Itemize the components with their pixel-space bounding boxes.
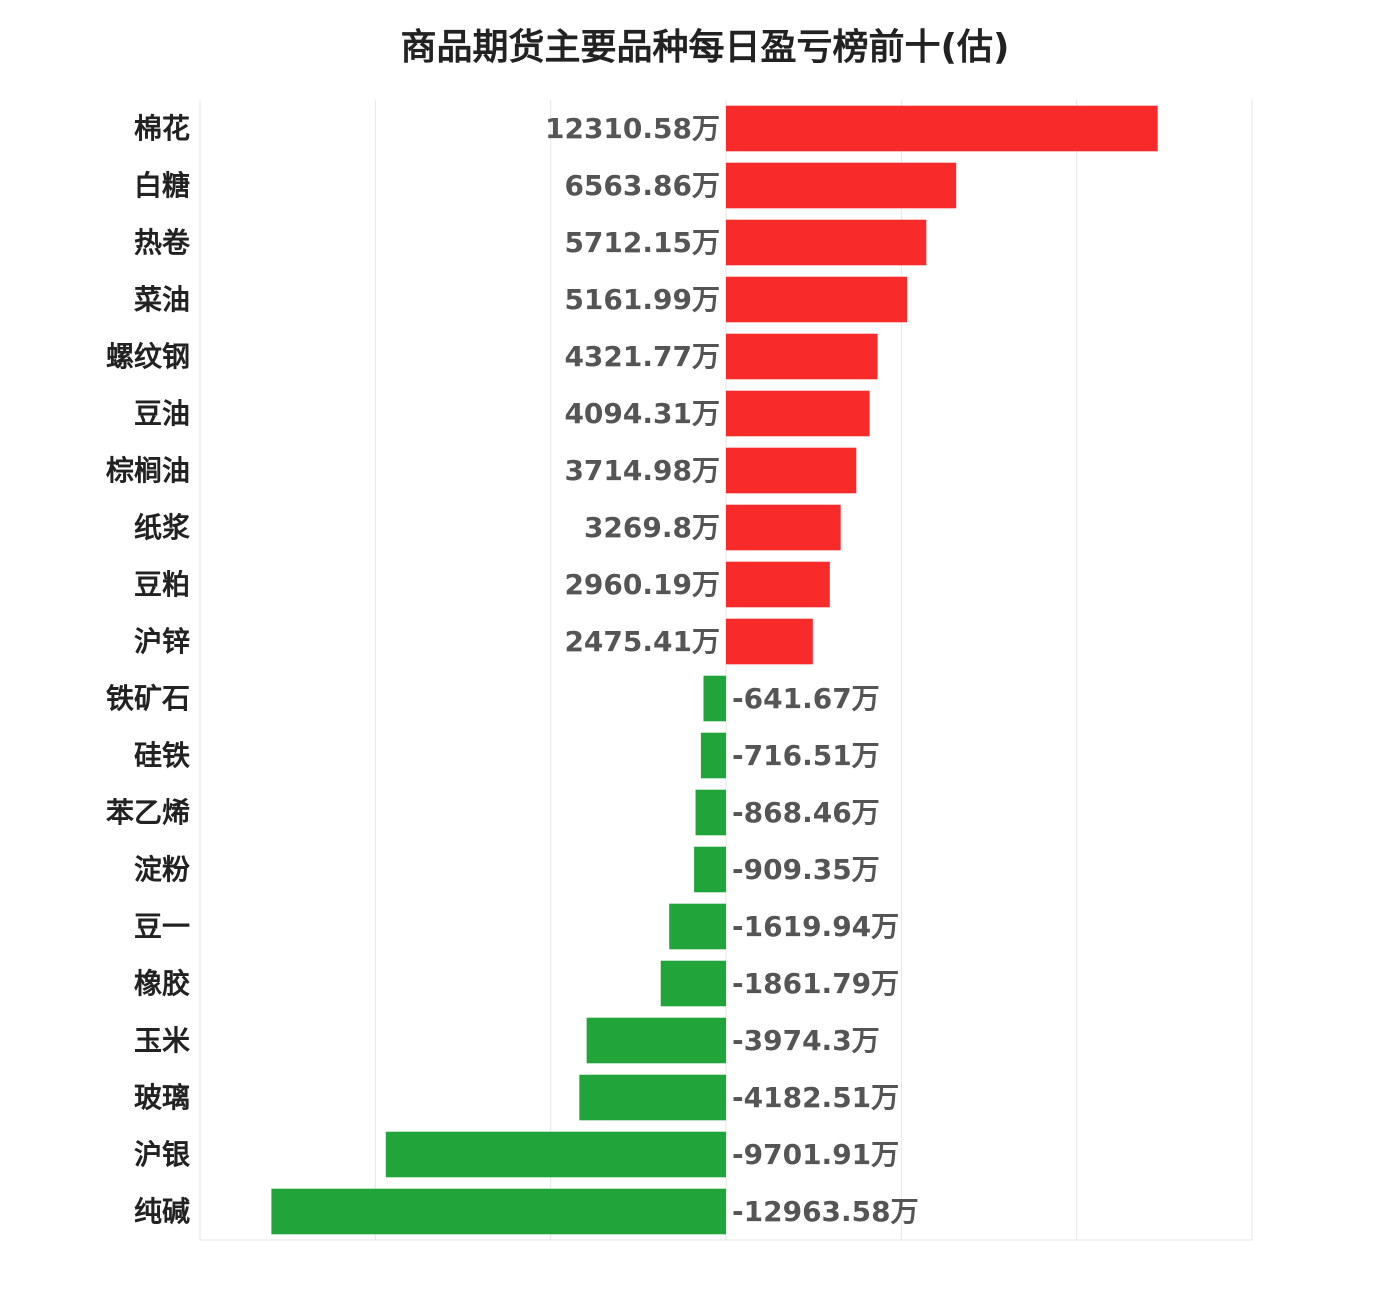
data-label: -12963.58万 xyxy=(732,1195,919,1228)
category-label: 棉花 xyxy=(134,112,190,145)
bar xyxy=(695,789,726,836)
data-label: 4321.77万 xyxy=(564,340,720,373)
category-label: 沪银 xyxy=(134,1138,191,1171)
bar xyxy=(726,276,908,323)
category-labels: 棉花白糖热卷菜油螺纹钢豆油棕榈油纸浆豆粕沪锌铁矿石硅铁苯乙烯淀粉豆一橡胶玉米玻璃… xyxy=(105,112,191,1228)
category-label: 玉米 xyxy=(134,1024,190,1057)
data-label: 12310.58万 xyxy=(545,112,720,145)
category-label: 纸浆 xyxy=(134,511,191,544)
category-label: 橡胶 xyxy=(134,967,190,1000)
bar xyxy=(579,1074,726,1121)
bar xyxy=(726,219,927,266)
data-label: -909.35万 xyxy=(732,853,880,886)
data-label: 2475.41万 xyxy=(564,625,720,658)
category-label: 热卷 xyxy=(134,226,191,259)
category-label: 菜油 xyxy=(134,283,190,316)
category-label: 棕榈油 xyxy=(106,454,190,487)
data-label: -716.51万 xyxy=(732,739,880,772)
data-label: 5712.15万 xyxy=(564,226,720,259)
category-label: 白糖 xyxy=(134,169,190,202)
data-labels: 12310.58万 6563.86万 5712.15万 5161.99万 4321.77… xyxy=(545,112,919,1228)
data-label: -9701.91万 xyxy=(732,1138,899,1171)
bar xyxy=(726,561,830,608)
bar xyxy=(726,333,878,380)
data-label: -1619.94万 xyxy=(732,910,899,943)
bar xyxy=(726,447,857,494)
category-label: 豆油 xyxy=(134,397,190,430)
bar xyxy=(703,675,726,722)
category-label: 淀粉 xyxy=(134,853,190,886)
bar xyxy=(385,1131,726,1178)
bar xyxy=(726,618,813,665)
category-label: 硅铁 xyxy=(134,739,190,772)
category-label: 沪锌 xyxy=(134,625,190,658)
bars xyxy=(271,105,1158,1235)
grid-lines xyxy=(199,100,1253,1241)
bar xyxy=(726,162,957,209)
data-label: 5161.99万 xyxy=(564,283,720,316)
category-label: 螺纹钢 xyxy=(106,340,190,373)
chart-title: 商品期货主要品种每日盈亏榜前十(估) xyxy=(400,27,1010,68)
bar xyxy=(586,1017,726,1064)
category-label: 苯乙烯 xyxy=(105,796,190,829)
category-label: 铁矿石 xyxy=(106,682,190,715)
bar xyxy=(271,1188,726,1235)
bar xyxy=(660,960,726,1007)
category-label: 豆一 xyxy=(134,910,190,943)
category-label: 纯碱 xyxy=(134,1195,190,1228)
bar xyxy=(700,732,726,779)
data-label: 3714.98万 xyxy=(564,454,720,487)
category-label: 豆粕 xyxy=(134,568,190,601)
bar xyxy=(694,846,726,893)
data-label: 3269.8万 xyxy=(584,511,720,544)
data-label: -1861.79万 xyxy=(732,967,899,1000)
data-label: 2960.19万 xyxy=(564,568,720,601)
data-label: -4182.51万 xyxy=(732,1081,899,1114)
data-label: 4094.31万 xyxy=(564,397,720,430)
data-label: -868.46万 xyxy=(732,796,880,829)
bar xyxy=(726,105,1158,152)
data-label: -641.67万 xyxy=(732,682,880,715)
bar xyxy=(669,903,726,950)
data-label: -3974.3万 xyxy=(732,1024,880,1057)
data-label: 6563.86万 xyxy=(564,169,720,202)
bar xyxy=(726,390,870,437)
bar xyxy=(726,504,841,551)
category-label: 玻璃 xyxy=(134,1081,190,1114)
